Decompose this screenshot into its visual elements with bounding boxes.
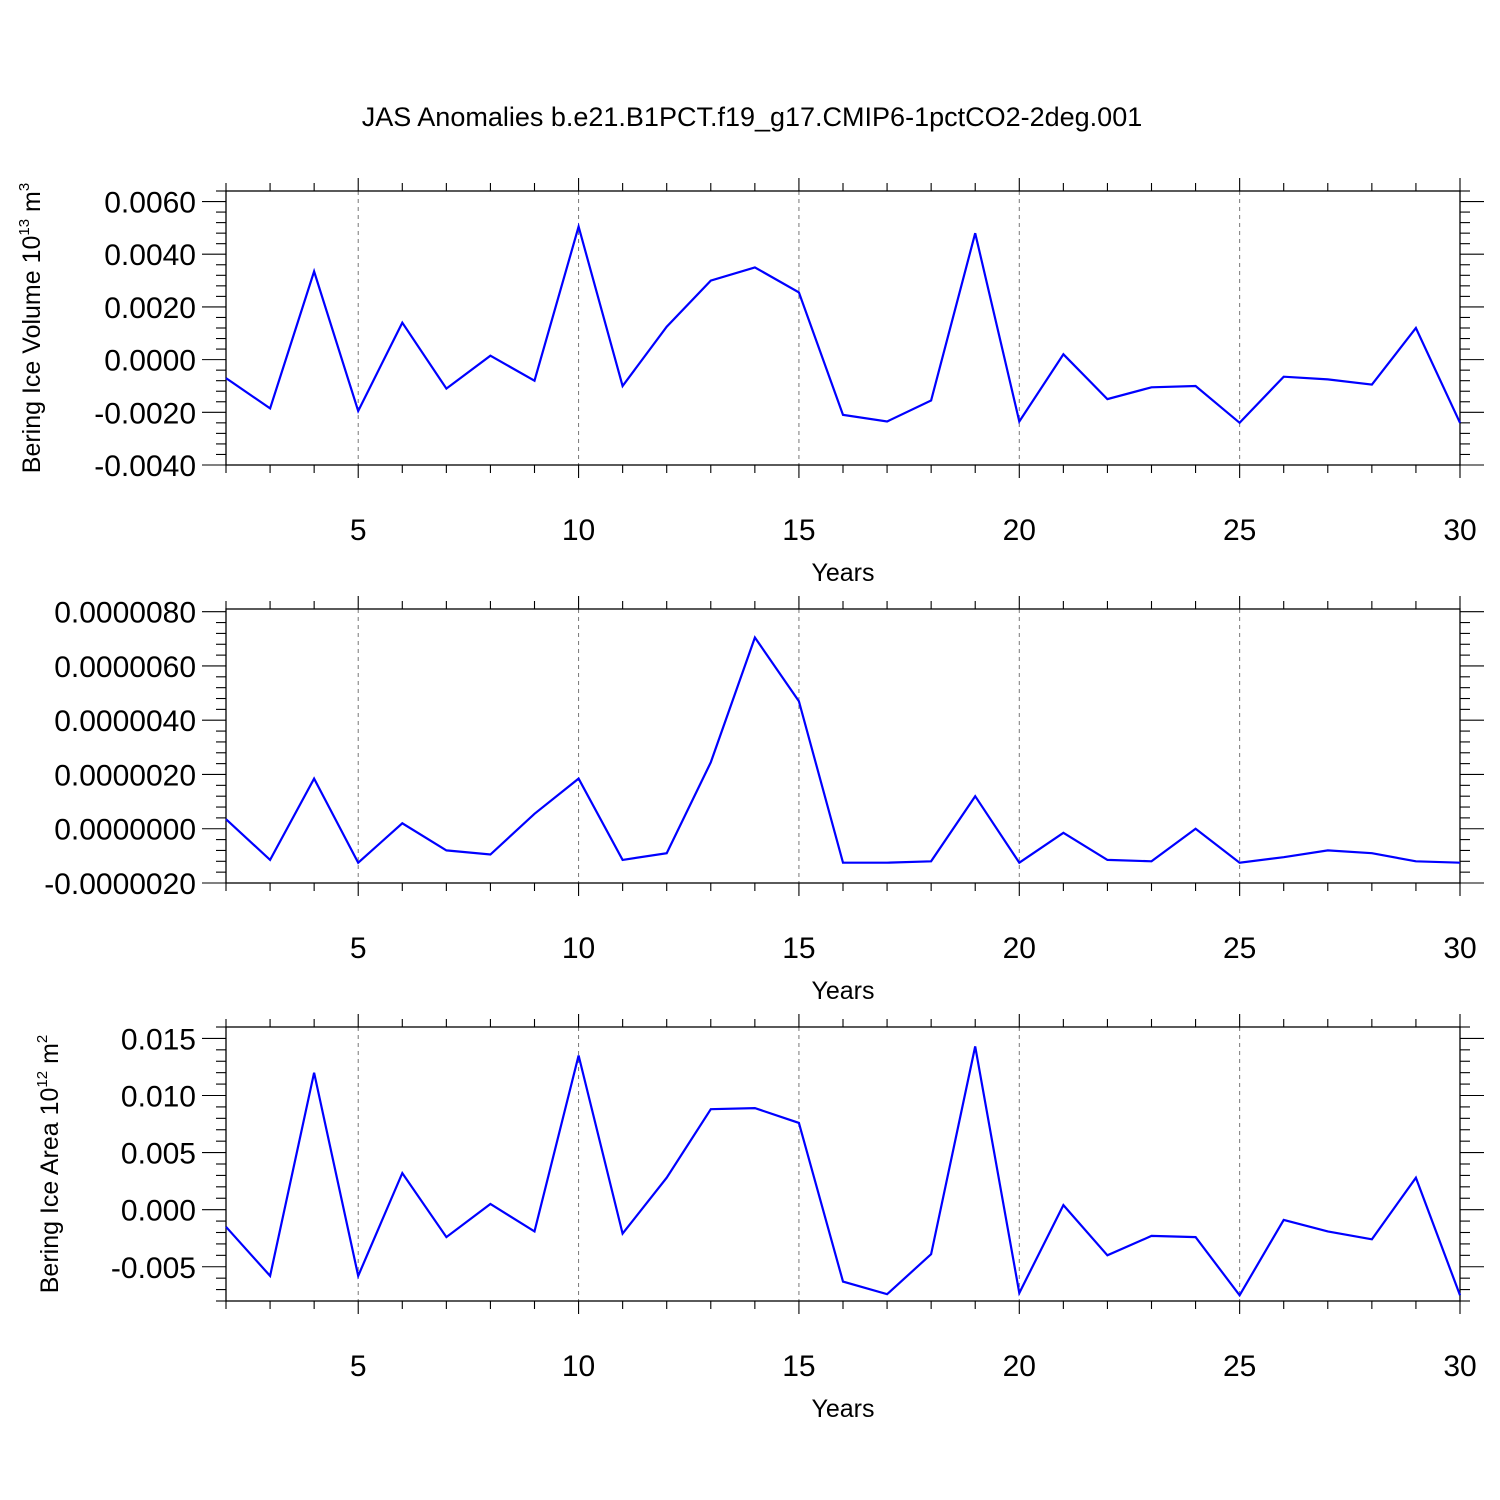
y-tick-label: 0.010: [121, 1081, 196, 1114]
x-tick-label: 20: [1003, 514, 1036, 547]
x-grid-lines: [357, 609, 1241, 883]
x-tick-label: 30: [1443, 514, 1476, 547]
x-tick-labels: 5 10 15 20 25 30: [350, 514, 1477, 547]
ice-volume-panel: -0.0040 -0.0020 0.0000 0.0020 0.0040 0.0060 5…: [16, 178, 1484, 587]
y-tick-label: 0.0000000: [54, 814, 196, 847]
x-tick-label: 10: [562, 514, 595, 547]
x-tick-label: 25: [1223, 1350, 1256, 1383]
x-tick-label: 10: [562, 1350, 595, 1383]
x-tick-label: 30: [1443, 932, 1476, 965]
y-tick-label: 0.0000080: [54, 597, 196, 630]
x-tick-label: 30: [1443, 1350, 1476, 1383]
y-tick-label: -0.005: [111, 1252, 196, 1285]
y-tick-label: 0.0000020: [54, 759, 196, 792]
ice-volume-series-line: [225, 222, 1461, 425]
x-tick-label: 15: [782, 514, 815, 547]
y-tick-labels: -0.0000020 0.0000000 0.0000020 0.0000040 0.0…: [44, 597, 196, 901]
y-tick-label: -0.0020: [94, 397, 196, 430]
tick-marks: [202, 1014, 1484, 1314]
plot-frame: [225, 608, 1461, 884]
x-tick-label: 5: [350, 1350, 367, 1383]
plot-frame: [225, 1026, 1461, 1302]
x-tick-label: 5: [350, 932, 367, 965]
x-tick-labels: 5 10 15 20 25 30: [350, 932, 1477, 965]
x-tick-label: 20: [1003, 932, 1036, 965]
plot-frame: [225, 190, 1461, 466]
y-tick-label: 0.005: [121, 1138, 196, 1171]
x-tick-label: 10: [562, 932, 595, 965]
y-tick-label: 0.0000040: [54, 705, 196, 738]
y-tick-label: 0.0040: [104, 239, 196, 272]
middle-series-line: [225, 635, 1461, 865]
x-tick-label: 5: [350, 514, 367, 547]
ice-area-panel: -0.005 0.000 0.005 0.010 0.015 5 10 15 20 25 30 Y…: [34, 1014, 1484, 1423]
y-tick-labels: -0.0040 -0.0020 0.0000 0.0020 0.0040 0.0060: [94, 187, 196, 483]
y-tick-label: 0.015: [121, 1023, 196, 1056]
x-tick-label: 20: [1003, 1350, 1036, 1383]
y-tick-label: 0.000: [121, 1195, 196, 1228]
y-axis-label: Bering Ice Area 1012 m2: [34, 1035, 64, 1294]
tick-marks: [202, 596, 1484, 896]
x-tick-label: 15: [782, 932, 815, 965]
y-tick-label: 0.0000: [104, 345, 196, 378]
unlabeled-anomaly-panel: -0.0000020 0.0000000 0.0000020 0.0000040 0.0…: [44, 596, 1484, 1005]
x-tick-label: 15: [782, 1350, 815, 1383]
y-tick-label: -0.0000020: [44, 868, 196, 901]
tick-marks: [202, 178, 1484, 478]
y-tick-label: 0.0020: [104, 292, 196, 325]
x-tick-label: 25: [1223, 514, 1256, 547]
ice-area-series-line: [225, 1046, 1462, 1298]
x-grid-lines: [357, 191, 1241, 465]
y-tick-label: 0.0000060: [54, 651, 196, 684]
x-tick-label: 25: [1223, 932, 1256, 965]
x-axis-label: Years: [811, 1395, 874, 1423]
y-tick-label: 0.0060: [104, 187, 196, 220]
figure-title: JAS Anomalies b.e21.B1PCT.f19_g17.CMIP6-…: [362, 102, 1142, 132]
x-tick-labels: 5 10 15 20 25 30: [350, 1350, 1477, 1383]
x-axis-label: Years: [811, 559, 874, 587]
y-tick-label: -0.0040: [94, 450, 196, 483]
x-axis-label: Years: [811, 977, 874, 1005]
x-grid-lines: [357, 1027, 1241, 1301]
y-tick-labels: -0.005 0.000 0.005 0.010 0.015: [111, 1023, 196, 1284]
y-axis-label: Bering Ice Volume 1013 m3: [16, 183, 46, 473]
